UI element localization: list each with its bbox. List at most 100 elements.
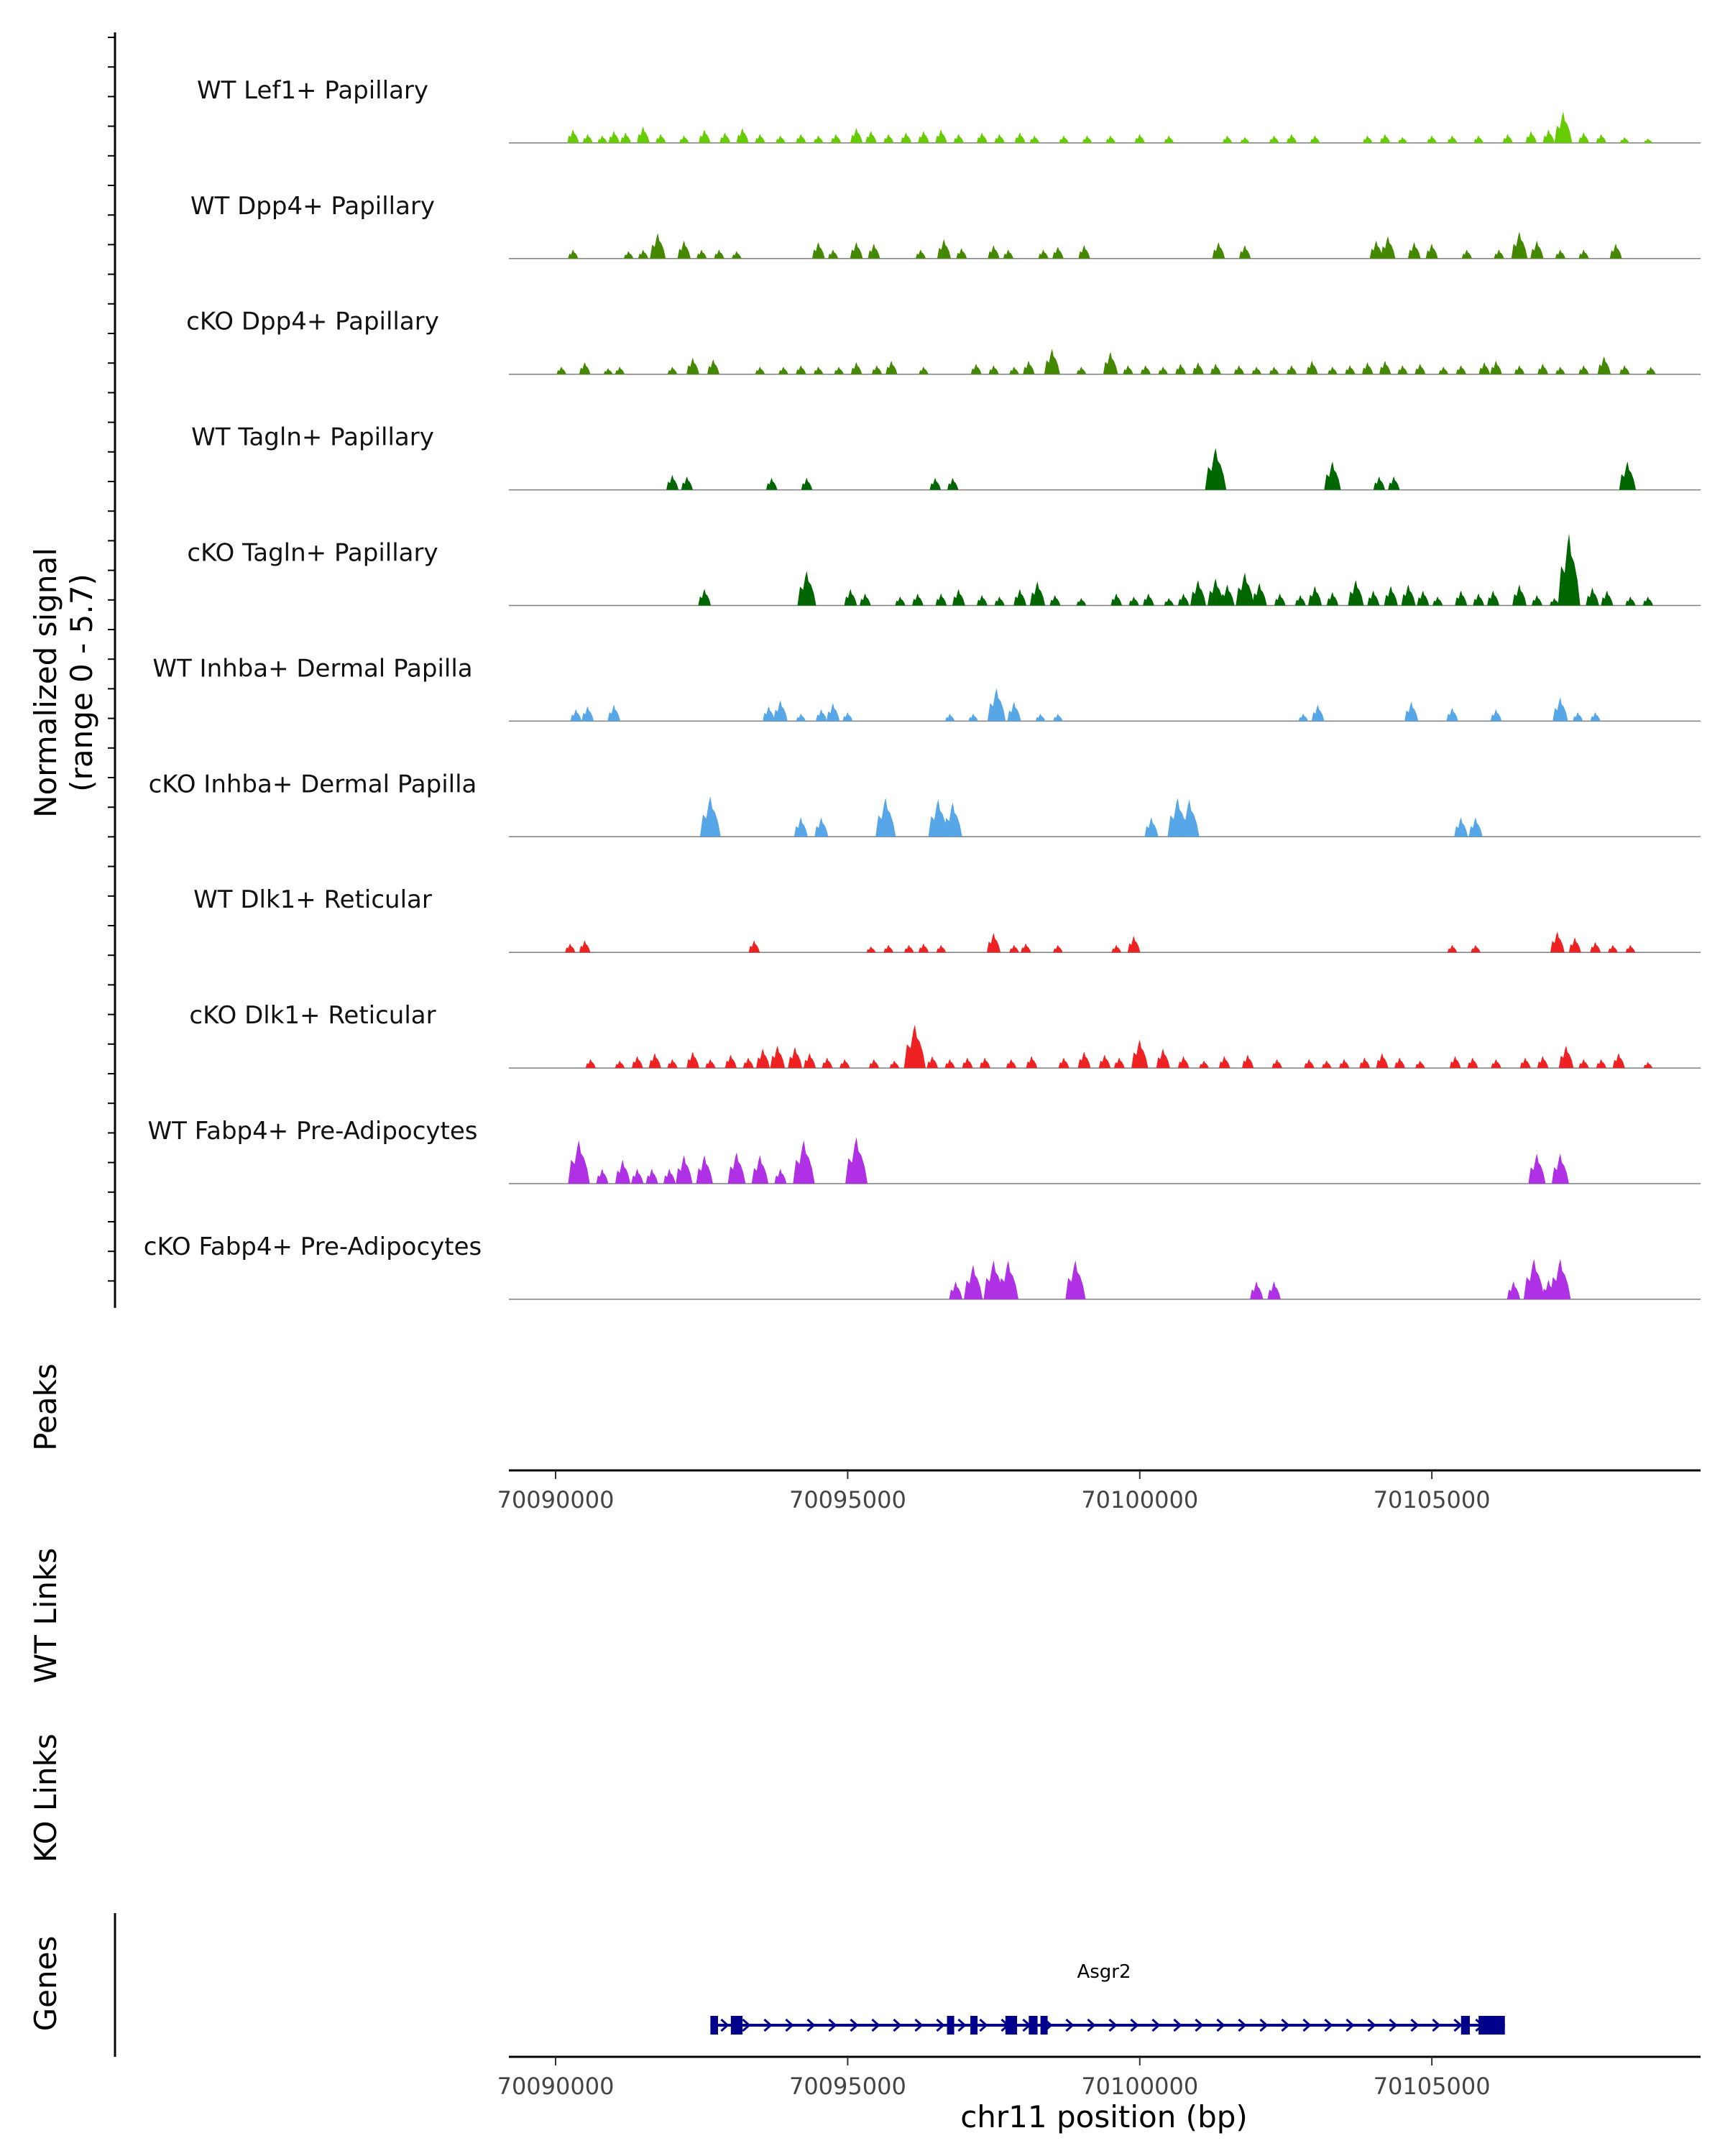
signal-peak: [699, 796, 721, 837]
signal-peak: [1076, 367, 1087, 374]
signal-peak: [964, 1265, 983, 1299]
gene-strand-arrow: [1389, 2018, 1398, 2032]
gene-strand-arrow: [1238, 2018, 1247, 2032]
signal-peak: [1447, 944, 1458, 953]
signal-peak: [889, 1060, 900, 1069]
gene-strand-arrow: [1216, 2018, 1225, 2032]
track-label: WT Tagln+ Papillary: [191, 423, 434, 452]
signal-peak: [631, 1169, 644, 1184]
signal-peak: [796, 714, 806, 722]
signal-peak: [748, 940, 760, 953]
gene-strand-arrow: [850, 2018, 859, 2032]
signal-peak: [1454, 817, 1468, 837]
track-label: cKO Dlk1+ Reticular: [189, 1001, 436, 1030]
signal-peak: [1514, 365, 1525, 374]
signal-peak: [1625, 596, 1636, 606]
signal-peak: [656, 134, 666, 143]
signal-peak: [719, 132, 731, 143]
signal-peak: [822, 1057, 833, 1069]
signal-peak: [1210, 364, 1221, 374]
signal-peak: [1506, 1281, 1521, 1299]
signal-peak: [1113, 1057, 1125, 1069]
signal-peak: [1348, 580, 1364, 606]
signal-peak: [686, 1051, 699, 1069]
signal-peak: [1608, 944, 1618, 953]
signal-peak: [1361, 362, 1374, 374]
track-label: cKO Fabp4+ Pre-Adipocytes: [144, 1233, 482, 1261]
signal-peak: [1446, 707, 1458, 722]
signal-peak: [1192, 362, 1204, 374]
signal-peak: [1078, 245, 1090, 259]
gene-strand-arrow: [1195, 2018, 1204, 2032]
signal-peak: [696, 1155, 713, 1184]
track-wt-lef1-papillary: WT Lef1+ Papillary: [197, 76, 1701, 144]
signal-peak: [1490, 361, 1502, 374]
signal-peak: [1233, 365, 1244, 374]
signal-peak: [1550, 1258, 1571, 1299]
signal-peak: [840, 1059, 850, 1069]
gene-exon: [1478, 2016, 1505, 2035]
signal-peak: [1597, 356, 1611, 374]
signal-peak: [1065, 1260, 1086, 1299]
signal-peak: [895, 596, 906, 606]
signal-peak: [1098, 1054, 1111, 1069]
signal-peak: [770, 1045, 786, 1069]
signal-peak: [919, 367, 929, 374]
signal-peak: [1394, 1057, 1405, 1069]
track-cko-inhba-dermal-papilla: cKO Inhba+ Dermal Papilla: [149, 770, 1701, 838]
gene-strand-arrow: [742, 2018, 751, 2032]
signal-peak: [567, 129, 579, 143]
signal-peak: [1110, 593, 1123, 606]
signal-peak: [968, 714, 978, 722]
signal-peak: [844, 589, 857, 606]
signal-peak: [681, 476, 693, 490]
signal-peak: [912, 593, 924, 606]
signal-peak: [1558, 1045, 1574, 1069]
signal-peak: [937, 239, 951, 259]
signal-peak: [1414, 364, 1426, 374]
signal-peak: [1558, 533, 1581, 606]
gene-strand-arrow: [1281, 2018, 1290, 2032]
signal-peak: [1625, 944, 1636, 953]
signal-peak: [1619, 137, 1629, 143]
signal-peak: [1532, 594, 1542, 606]
signal-peak: [976, 132, 988, 143]
signal-peak: [1643, 138, 1652, 143]
signal-peak: [1035, 714, 1046, 722]
signal-peak: [1158, 367, 1168, 374]
x-tick-label: 70105000: [1374, 2073, 1491, 2100]
signal-peak: [979, 1057, 990, 1069]
signal-peak: [1190, 580, 1206, 606]
gene-exon: [730, 2016, 743, 2035]
wt-links-panel-label: WT Links: [28, 1548, 63, 1683]
signal-peak: [860, 593, 871, 606]
gene-strand-arrow: [936, 2018, 945, 2032]
signal-peak: [814, 135, 824, 143]
signal-peak: [952, 589, 965, 606]
signal-peak: [1555, 249, 1565, 259]
signal-peak: [1199, 1060, 1209, 1069]
signal-peak: [1367, 590, 1380, 606]
signal-peak: [1417, 590, 1430, 606]
track-cko-dpp4-papillary: cKO Dpp4+ Papillary: [186, 308, 1701, 375]
x-tick-label: 70095000: [789, 1486, 906, 1514]
signal-peak: [1427, 135, 1437, 143]
signal-peak: [1306, 361, 1318, 374]
signal-peak: [1322, 1060, 1332, 1069]
signal-peak: [707, 359, 719, 374]
signal-peak: [1044, 349, 1060, 374]
signal-peak: [1308, 586, 1322, 606]
signal-peak: [676, 1155, 693, 1184]
signal-peak: [794, 817, 808, 837]
signal-peak: [1590, 941, 1601, 953]
signal-peak: [568, 1140, 590, 1184]
signal-peak: [1131, 1039, 1149, 1069]
signal-peak: [804, 1053, 816, 1069]
signal-peak: [585, 1059, 596, 1069]
signal-peak: [1250, 1281, 1264, 1299]
signal-peak: [1029, 581, 1046, 606]
track-label: WT Inhba+ Dermal Papilla: [152, 654, 472, 683]
signal-peak: [1059, 135, 1069, 143]
signal-peak: [1205, 448, 1227, 490]
signal-peak: [1388, 476, 1400, 490]
